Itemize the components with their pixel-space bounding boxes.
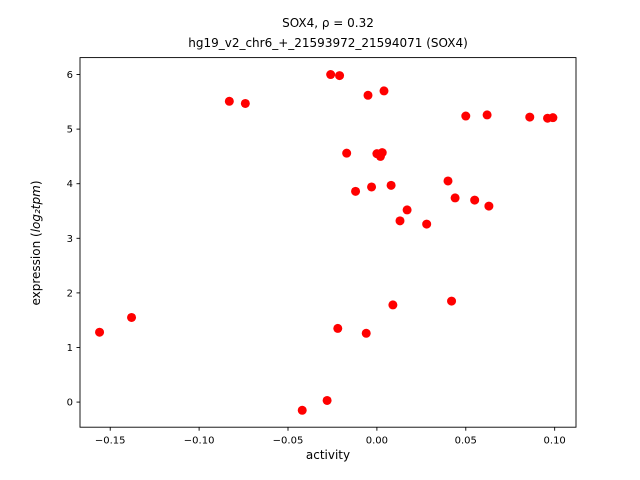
y-tick-label: 0 <box>67 398 73 409</box>
axes-spines <box>79 57 577 428</box>
y-tick-label: 2 <box>67 288 73 299</box>
x-tick-label: −0.10 <box>184 436 215 447</box>
data-point <box>326 70 336 80</box>
y-tick-label: 3 <box>67 234 73 245</box>
data-point <box>351 186 361 196</box>
data-point <box>482 110 492 120</box>
x-axis-label: activity <box>305 448 351 462</box>
data-point <box>484 201 494 211</box>
x-tick-label: 0.05 <box>455 436 477 447</box>
data-point <box>377 148 387 158</box>
data-point <box>95 327 105 337</box>
x-tick-label: 0.00 <box>366 436 388 447</box>
data-point <box>333 323 343 333</box>
data-point <box>335 71 345 81</box>
data-point <box>297 405 307 415</box>
data-point <box>379 86 389 96</box>
data-point <box>224 96 234 106</box>
data-point <box>443 176 453 186</box>
y-axis-label-prefix: expression ( <box>29 232 43 306</box>
data-point <box>422 219 432 229</box>
y-tick-label: 4 <box>67 179 73 190</box>
chart-title-line2: hg19_v2_chr6_+_21593972_21594071 (SOX4) <box>188 36 468 50</box>
data-point <box>548 113 558 123</box>
data-point <box>363 90 373 100</box>
x-tick-label: −0.15 <box>95 436 126 447</box>
data-point <box>322 395 332 405</box>
x-tick-label: −0.05 <box>273 436 304 447</box>
data-point <box>525 112 535 122</box>
data-point <box>395 216 405 226</box>
data-point <box>402 205 412 215</box>
data-point <box>386 180 396 190</box>
data-point <box>367 182 377 192</box>
y-axis-label-math: log₂tpm <box>29 185 43 233</box>
data-point <box>361 328 371 338</box>
data-point <box>388 300 398 310</box>
y-axis-label: expression (log₂tpm) <box>29 0 43 480</box>
x-tick-label: 0.10 <box>544 436 566 447</box>
y-tick-label: 5 <box>67 125 73 136</box>
data-point <box>127 312 137 322</box>
y-tick-label: 6 <box>67 70 73 81</box>
data-point <box>470 195 480 205</box>
data-point <box>240 98 250 108</box>
data-point <box>450 193 460 203</box>
data-point <box>447 296 457 306</box>
y-axis-label-suffix: ) <box>29 180 43 186</box>
y-tick-label: 1 <box>67 343 73 354</box>
data-point <box>461 111 471 121</box>
chart-title-line1: SOX4, ρ = 0.32 <box>282 16 374 30</box>
data-point <box>342 148 352 158</box>
